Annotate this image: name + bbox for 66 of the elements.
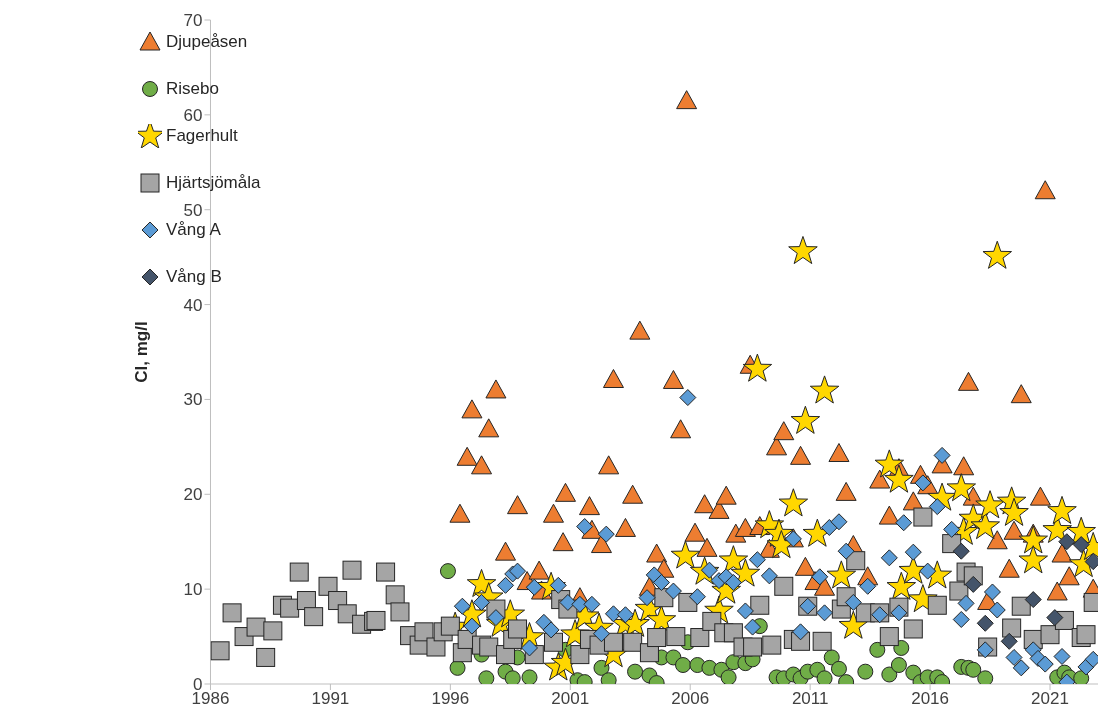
point — [1024, 591, 1042, 609]
point — [521, 669, 538, 684]
point — [730, 558, 761, 587]
x-tick-label: 2006 — [671, 689, 710, 709]
point — [816, 670, 833, 684]
point — [838, 610, 869, 639]
point — [857, 663, 874, 680]
point — [627, 663, 644, 680]
point — [449, 659, 466, 676]
y-tick-label: 60 — [183, 105, 203, 125]
x-tick-label: 1996 — [431, 689, 470, 709]
y-tick-label: 40 — [183, 295, 203, 315]
point — [720, 669, 737, 684]
point — [977, 670, 994, 684]
point — [1046, 609, 1064, 627]
y-tick-label: 30 — [183, 390, 203, 410]
point — [869, 641, 886, 658]
point — [742, 353, 773, 382]
legend-label: Hjärtsjömåla — [166, 172, 261, 193]
legend-label: Djupeåsen — [166, 31, 248, 52]
point — [1047, 495, 1077, 524]
point — [1073, 670, 1090, 684]
point — [478, 670, 495, 684]
point — [946, 473, 977, 502]
y-tick-label: 50 — [183, 200, 203, 220]
point — [982, 240, 1013, 269]
point — [884, 464, 914, 493]
y-tick-label: 70 — [183, 11, 203, 31]
point — [826, 560, 857, 589]
x-tick-label: 2001 — [551, 689, 590, 709]
point — [809, 375, 840, 404]
point — [675, 657, 692, 674]
point — [881, 666, 898, 683]
point — [778, 488, 809, 517]
point — [975, 490, 1005, 519]
legend-label: Vång A — [166, 219, 221, 240]
point — [890, 657, 907, 674]
point — [964, 575, 982, 593]
point — [439, 563, 456, 580]
legend-label: Risebo — [166, 78, 219, 99]
legend-label: Fagerhult — [166, 125, 238, 146]
y-axis-title: Cl, mg/l — [131, 321, 151, 383]
x-tick-label: 2016 — [911, 689, 950, 709]
point — [790, 405, 821, 434]
point — [976, 614, 994, 632]
legend-label: Vång B — [166, 266, 222, 287]
point — [886, 571, 917, 600]
point — [1018, 525, 1048, 554]
point — [1000, 632, 1018, 650]
point — [670, 540, 701, 569]
y-tick-label: 10 — [183, 580, 203, 600]
x-tick-label: 2021 — [1031, 689, 1069, 709]
x-tick-label: 1991 — [311, 689, 350, 709]
point — [999, 497, 1029, 526]
point — [1018, 545, 1048, 574]
point — [823, 649, 840, 666]
x-tick-label: 2011 — [791, 689, 829, 709]
point — [1058, 533, 1076, 551]
point — [874, 449, 905, 478]
point — [504, 670, 521, 684]
y-tick-label: 20 — [183, 485, 203, 505]
point — [788, 235, 818, 265]
point — [965, 661, 982, 678]
point — [1072, 536, 1090, 554]
point — [830, 660, 847, 677]
point — [952, 542, 970, 560]
